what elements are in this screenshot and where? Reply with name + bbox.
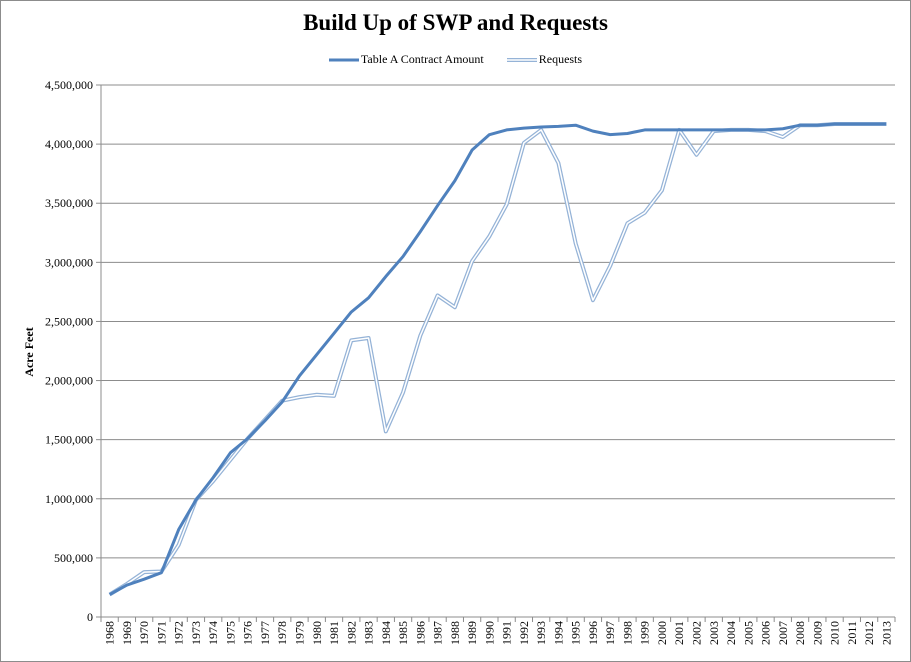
x-tick-label: 1979: [293, 621, 307, 645]
x-tick-label: 1970: [137, 621, 151, 645]
x-tick-label: 2012: [862, 621, 876, 645]
legend: Table A Contract Amount Requests: [0, 51, 911, 67]
legend-swatch-requests: [506, 58, 537, 62]
x-tick-label: 1987: [431, 621, 445, 645]
x-tick-label: 2009: [810, 621, 824, 645]
x-tick-label: 1986: [413, 621, 427, 645]
x-tick-label: 1974: [206, 621, 220, 645]
x-tick-label: 1985: [396, 621, 410, 645]
x-tick-label: 1994: [551, 621, 565, 645]
x-tick-label: 1989: [465, 621, 479, 645]
x-tick-label: 1993: [534, 621, 548, 645]
x-tick-label: 1969: [120, 621, 134, 645]
x-tick-label: 2003: [707, 621, 721, 645]
series-line-requests: [108, 122, 887, 597]
axis-layer: 0 500,000 1,000,000 1,500,000 2,000,000 2,500…: [45, 78, 896, 645]
x-tick-label: 2008: [793, 621, 807, 645]
x-tick-label: 2010: [828, 621, 842, 645]
x-tick-label: 1982: [344, 621, 358, 645]
x-tick-label: 2005: [741, 621, 755, 645]
x-tick-label: 1991: [500, 621, 514, 645]
legend-entry-table-a: Table A Contract Amount: [328, 51, 484, 67]
x-tick-label: 1999: [638, 621, 652, 645]
legend-entry-requests: Requests: [506, 51, 583, 67]
x-tick-label: 2011: [845, 621, 859, 645]
x-tick-label: 1972: [172, 621, 186, 645]
y-tick-label: 2,500,000: [45, 314, 93, 328]
legend-label-table-a: Table A Contract Amount: [360, 51, 484, 66]
y-tick-label: 4,500,000: [45, 78, 93, 92]
x-tick-label: 2006: [759, 621, 773, 645]
x-tick-label: 1996: [586, 621, 600, 645]
chart-title: Build Up of SWP and Requests: [303, 10, 608, 35]
x-tick-label: 1977: [258, 621, 272, 645]
y-tick-label: 2,000,000: [45, 374, 93, 388]
x-tick-label: 1992: [517, 621, 531, 645]
series-layer: [108, 122, 887, 597]
series-line-table-a-contract-amount: [108, 122, 887, 596]
legend-label-requests: Requests: [538, 51, 583, 66]
x-tick-label: 1983: [362, 621, 376, 645]
y-tick-label: 500,000: [54, 551, 93, 565]
grid-layer: [101, 84, 895, 559]
x-tick-label: 2013: [879, 621, 893, 645]
x-tick-label: 1968: [103, 621, 117, 645]
x-tick-label: 1980: [310, 621, 324, 645]
y-tick-label: 0: [87, 610, 93, 624]
x-tick-label: 1984: [379, 621, 393, 645]
x-tick-label: 2000: [655, 621, 669, 645]
y-axis-title: Acre Feet: [22, 327, 36, 376]
x-tick-label: 1998: [620, 621, 634, 645]
x-tick-label: 2001: [672, 621, 686, 645]
x-tick-label: 1997: [603, 621, 617, 645]
x-tick-label: 1995: [569, 621, 583, 645]
x-tick-label: 1975: [223, 621, 237, 645]
legend-swatch-table-a: [328, 58, 359, 62]
x-tick-label: 1981: [327, 621, 341, 645]
y-tick-label: 3,000,000: [45, 255, 93, 269]
x-tick-label: 1971: [154, 621, 168, 645]
x-tick-label: 2004: [724, 621, 738, 645]
y-tick-label: 4,000,000: [45, 137, 93, 151]
x-tick-label: 1976: [241, 621, 255, 645]
y-tick-label: 1,500,000: [45, 433, 93, 447]
y-tick-label: 3,500,000: [45, 196, 93, 210]
series-line-inner-requests: [109, 123, 887, 596]
x-tick-label: 2007: [776, 621, 790, 645]
x-tick-label: 1978: [275, 621, 289, 645]
x-tick-label: 1988: [448, 621, 462, 645]
y-tick-label: 1,000,000: [45, 492, 93, 506]
x-tick-label: 1990: [482, 621, 496, 645]
x-tick-label: 1973: [189, 621, 203, 645]
x-tick-label: 2002: [690, 621, 704, 645]
